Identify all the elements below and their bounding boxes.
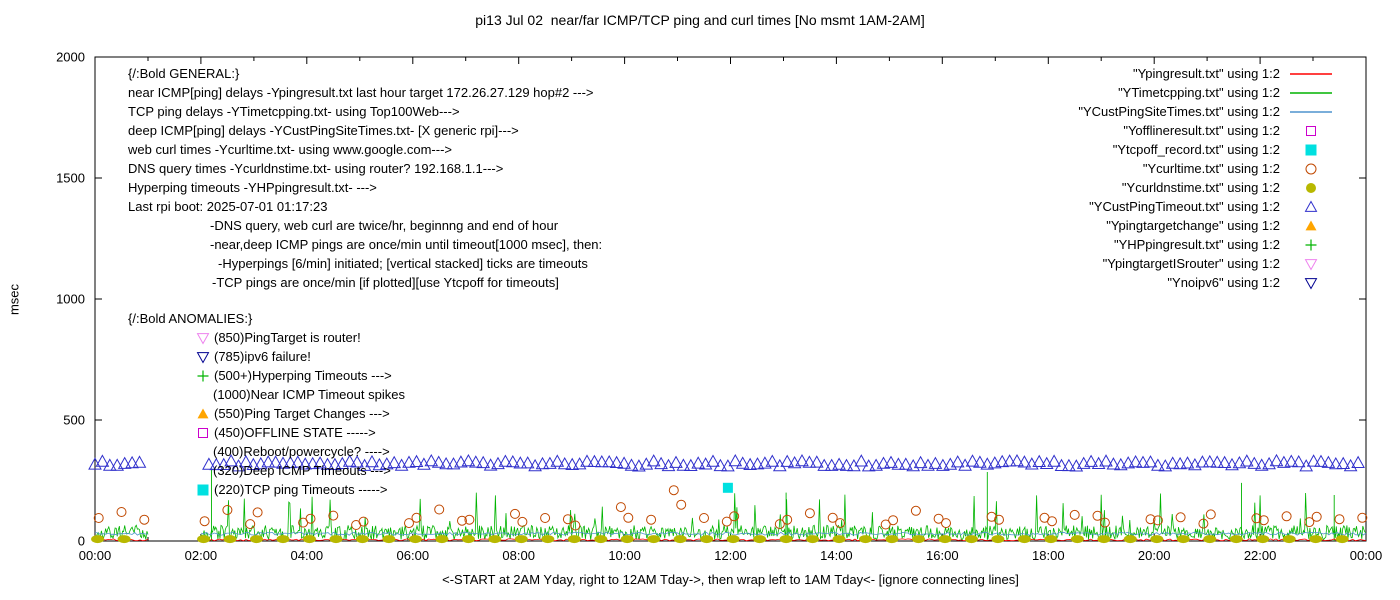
- svg-text:1500: 1500: [56, 171, 85, 186]
- legend-item: "Ytcpoff_record.txt" using 1:2: [1078, 140, 1334, 159]
- svg-text:2000: 2000: [56, 50, 85, 65]
- legend-label: "Ytcpoff_record.txt" using 1:2: [1112, 142, 1280, 157]
- svg-text:18:00: 18:00: [1032, 548, 1065, 563]
- series-YCustPingTimeout.txt: [88, 453, 1365, 472]
- svg-text:08:00: 08:00: [502, 548, 535, 563]
- triangle-down-open-swatch-icon: [1304, 259, 1318, 271]
- svg-text:00:00: 00:00: [79, 548, 112, 563]
- legend-item: "YpingtargetISrouter" using 1:2: [1078, 254, 1334, 273]
- legend-label: "Ynoipv6" using 1:2: [1167, 275, 1280, 290]
- svg-text:00:00: 00:00: [1350, 548, 1383, 563]
- svg-text:16:00: 16:00: [926, 548, 959, 563]
- legend-label: "Ypingtargetchange" using 1:2: [1106, 218, 1280, 233]
- legend-item: "YCustPingTimeout.txt" using 1:2: [1078, 197, 1334, 216]
- svg-text:1000: 1000: [56, 292, 85, 307]
- x-axis-label: <-START at 2AM Yday, right to 12AM Tday-…: [442, 572, 1019, 587]
- legend-label: "YHPpingresult.txt" using 1:2: [1113, 237, 1280, 252]
- triangle-up-open-swatch-icon: [1304, 200, 1318, 212]
- legend-label: "YpingtargetISrouter" using 1:2: [1102, 256, 1280, 271]
- square-open-swatch-icon: [1306, 126, 1316, 136]
- circle-open-swatch-icon: [1305, 163, 1317, 175]
- legend-item: "Yofflineresult.txt" using 1:2: [1078, 121, 1334, 140]
- y-axis-label: msec: [6, 283, 22, 316]
- svg-text:04:00: 04:00: [291, 548, 324, 563]
- triangle-down-open-swatch-icon: [1304, 278, 1318, 290]
- square-fill-swatch-icon: [1305, 144, 1317, 156]
- line-swatch-icon: [1290, 92, 1332, 94]
- legend-item: "YCustPingSiteTimes.txt" using 1:2: [1078, 102, 1334, 121]
- legend-item: "Ypingtargetchange" using 1:2: [1078, 216, 1334, 235]
- svg-text:500: 500: [63, 413, 85, 428]
- series-YTimetcpping.txt: [94, 468, 1367, 541]
- legend-label: "Ypingresult.txt" using 1:2: [1132, 66, 1280, 81]
- legend: "Ypingresult.txt" using 1:2 "YTimetcpping…: [1078, 64, 1334, 292]
- svg-text:0: 0: [78, 534, 85, 549]
- svg-text:12:00: 12:00: [714, 548, 747, 563]
- svg-text:06:00: 06:00: [397, 548, 430, 563]
- svg-text:22:00: 22:00: [1244, 548, 1277, 563]
- legend-item: "Ycurltime.txt" using 1:2: [1078, 159, 1334, 178]
- svg-text:10:00: 10:00: [608, 548, 641, 563]
- plus-swatch-icon: [1305, 239, 1317, 251]
- legend-item: "Ypingresult.txt" using 1:2: [1078, 64, 1334, 83]
- legend-label: "Ycurltime.txt" using 1:2: [1142, 161, 1280, 176]
- legend-item: "Ynoipv6" using 1:2: [1078, 273, 1334, 292]
- legend-label: "YCustPingSiteTimes.txt" using 1:2: [1078, 104, 1280, 119]
- legend-label: "YCustPingTimeout.txt" using 1:2: [1089, 199, 1280, 214]
- series-Ycurldnstime.txt: [91, 535, 1349, 544]
- legend-label: "Ycurldnstime.txt" using 1:2: [1121, 180, 1280, 195]
- chart-title: pi13 Jul 02 near/far ICMP/TCP ping and c…: [475, 12, 925, 28]
- legend-item: "YTimetcpping.txt" using 1:2: [1078, 83, 1334, 102]
- svg-text:20:00: 20:00: [1138, 548, 1171, 563]
- triangle-up-fill-swatch-icon: [1305, 220, 1317, 231]
- line-swatch-icon: [1290, 111, 1332, 113]
- series-Ytcpoff_record.txt: [722, 482, 733, 493]
- legend-label: "YTimetcpping.txt" using 1:2: [1118, 85, 1280, 100]
- svg-text:02:00: 02:00: [185, 548, 218, 563]
- legend-item: "Ycurldnstime.txt" using 1:2: [1078, 178, 1334, 197]
- legend-item: "YHPpingresult.txt" using 1:2: [1078, 235, 1334, 254]
- svg-text:14:00: 14:00: [820, 548, 853, 563]
- legend-label: "Yofflineresult.txt" using 1:2: [1123, 123, 1280, 138]
- series-YCustPingSiteTimes.txt: [94, 531, 1367, 536]
- circle-fill-swatch-icon: [1306, 183, 1316, 193]
- series-Ycurltime.txt: [93, 485, 1368, 531]
- line-swatch-icon: [1290, 73, 1332, 75]
